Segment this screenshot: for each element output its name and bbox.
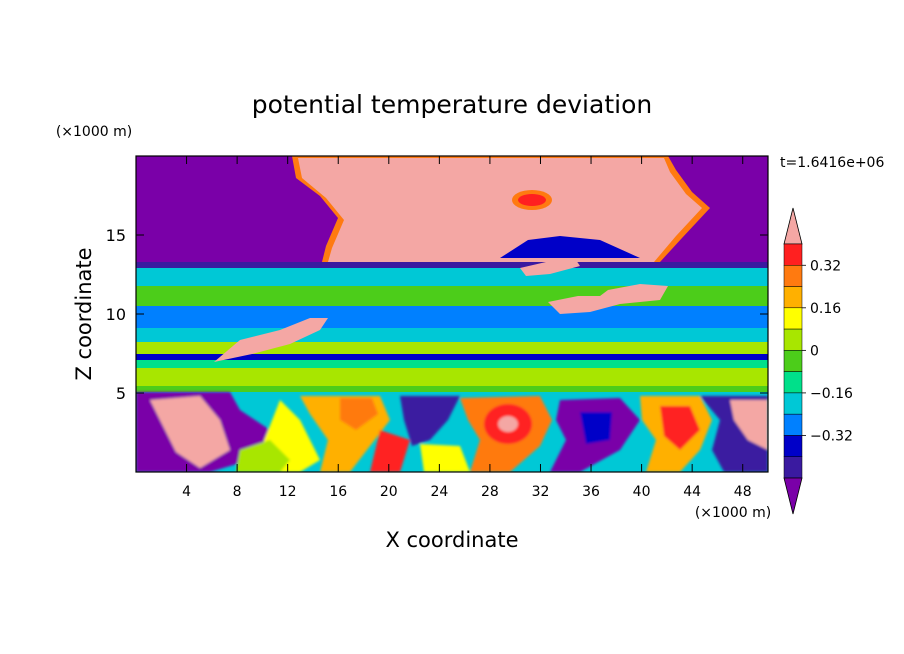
x-tick-label: 44 [683,484,701,500]
colorbar-swatch [783,350,803,372]
band-green-base [136,386,768,392]
band-darkblue [136,354,768,360]
band-green [136,286,768,306]
x-tick-label: 40 [633,484,651,500]
pink-plume [298,158,702,262]
y-axis-label: Z coordinate [72,247,96,380]
colorbar-bottom-triangle [783,477,803,515]
y-axis-ticks: 5 10 15 [106,226,768,403]
colorbar: 0.32 0.16 0 −0.16 −0.32 [783,207,853,515]
colorbar-swatch [783,392,803,415]
x-tick-label: 4 [182,484,191,500]
x-tick-label: 36 [582,484,600,500]
colorbar-label: 0 [810,343,819,359]
y-tick-label: 10 [106,305,126,324]
x-tick-label: 20 [380,484,398,500]
mid-pink-patch-upper [520,260,580,276]
x-axis-label: X coordinate [385,528,518,552]
y-tick-label: 15 [106,226,126,245]
band-lime [136,342,768,354]
colorbar-swatch [783,456,803,479]
colorbar-swatch [783,413,803,436]
band-lightgreen [136,368,768,390]
colorbar-swatch [783,307,803,330]
y-tick-label: 5 [116,384,126,403]
colorbar-swatch [783,435,803,457]
band-cyan-3 [136,360,768,368]
x-tick-label: 8 [233,484,242,500]
colorbar-swatch [783,265,803,287]
x-unit-label: (×1000 m) [695,505,771,521]
time-label: t=1.6416e+06 [780,155,884,171]
band-darkblue-top [136,262,768,268]
colorbar-label: −0.32 [810,428,853,444]
colorbar-swatch [783,243,803,266]
x-tick-label: 28 [481,484,499,500]
x-tick-label: 12 [279,484,297,500]
x-tick-label: 48 [734,484,752,500]
colorbar-label: 0.16 [810,301,841,317]
band-cyan-2 [136,328,768,342]
contour-field [136,156,768,472]
blue-intrusion [500,236,640,258]
x-tick-label: 32 [532,484,550,500]
hot-spot-core [518,194,546,206]
mid-pink-patch-left [214,318,328,362]
y-unit-label: (×1000 m) [56,124,132,140]
colorbar-swatch [783,328,803,351]
colorbar-label: 0.32 [810,258,841,274]
chart-title: potential temperature deviation [252,90,652,119]
colorbar-swatch [783,286,803,309]
x-axis-ticks: 4 8 12 16 20 24 28 32 36 40 44 48 [182,156,752,500]
colorbar-swatch [783,371,803,394]
x-tick-label: 24 [430,484,448,500]
mid-pink-patch-right [548,284,668,314]
x-tick-label: 16 [329,484,347,500]
band-blue [136,306,768,328]
colorbar-label: −0.16 [810,386,853,402]
band-cyan [136,268,768,286]
colorbar-top-triangle [783,207,803,245]
turbulent-eddies [136,392,768,472]
